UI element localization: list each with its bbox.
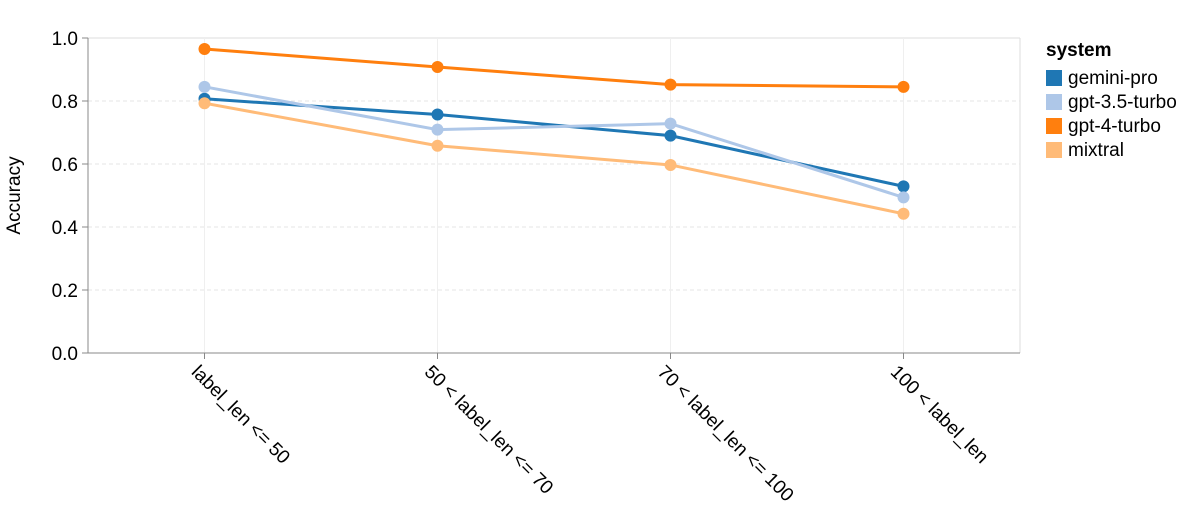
data-point xyxy=(897,80,910,93)
legend-title: system xyxy=(1046,40,1112,61)
x-tick-label: label_len <= 50 xyxy=(187,362,294,469)
y-tick-label: 1.0 xyxy=(52,29,78,50)
x-tick-label: 100 < label_len xyxy=(886,362,992,468)
data-point xyxy=(897,180,910,193)
series-mixtral xyxy=(198,97,910,220)
data-point xyxy=(897,191,910,204)
legend-label: gpt-3.5-turbo xyxy=(1068,92,1177,113)
series xyxy=(198,43,910,220)
series-line xyxy=(204,97,904,188)
legend-swatch xyxy=(1046,94,1062,110)
legend-label: mixtral xyxy=(1068,140,1124,161)
legend-swatch xyxy=(1046,118,1062,134)
series-gemini-pro xyxy=(198,92,910,193)
data-point xyxy=(664,129,677,142)
data-point xyxy=(198,80,211,93)
legend-label: gpt-4-turbo xyxy=(1068,116,1161,137)
legend-item: gpt-4-turbo xyxy=(1046,116,1161,137)
legend: system gemini-pro gpt-3.5-turbo gpt-4-turb… xyxy=(1046,40,1177,161)
data-point xyxy=(664,158,677,171)
data-point xyxy=(198,97,211,110)
data-point xyxy=(431,108,444,121)
legend-item: gemini-pro xyxy=(1046,68,1158,89)
data-point xyxy=(198,43,211,56)
data-point xyxy=(664,78,677,91)
legend-item: gpt-3.5-turbo xyxy=(1046,92,1177,113)
x-tick-label: 70 < label_len <= 100 xyxy=(653,362,797,506)
legend-item: mixtral xyxy=(1046,140,1124,161)
y-tick-label: 0.0 xyxy=(52,344,78,365)
series-line xyxy=(204,85,904,199)
series-line xyxy=(204,47,904,89)
y-axis-title: Accuracy xyxy=(4,156,25,235)
y-tick-label: 0.6 xyxy=(52,155,78,176)
legend-label: gemini-pro xyxy=(1068,68,1158,89)
legend-swatch xyxy=(1046,142,1062,158)
series-gpt-3.5-turbo xyxy=(198,80,910,204)
data-point xyxy=(431,123,444,136)
series-gpt-4-turbo xyxy=(198,43,910,93)
x-tick-label: 50 < label_len <= 70 xyxy=(420,362,557,499)
y-tick-label: 0.4 xyxy=(52,218,79,239)
data-point xyxy=(431,139,444,152)
data-point xyxy=(431,60,444,73)
data-point xyxy=(664,117,677,130)
series-line xyxy=(204,101,904,216)
legend-swatch xyxy=(1046,70,1062,86)
y-tick-label: 0.2 xyxy=(52,281,78,302)
data-point xyxy=(897,207,910,220)
y-tick-label: 0.8 xyxy=(52,92,78,113)
